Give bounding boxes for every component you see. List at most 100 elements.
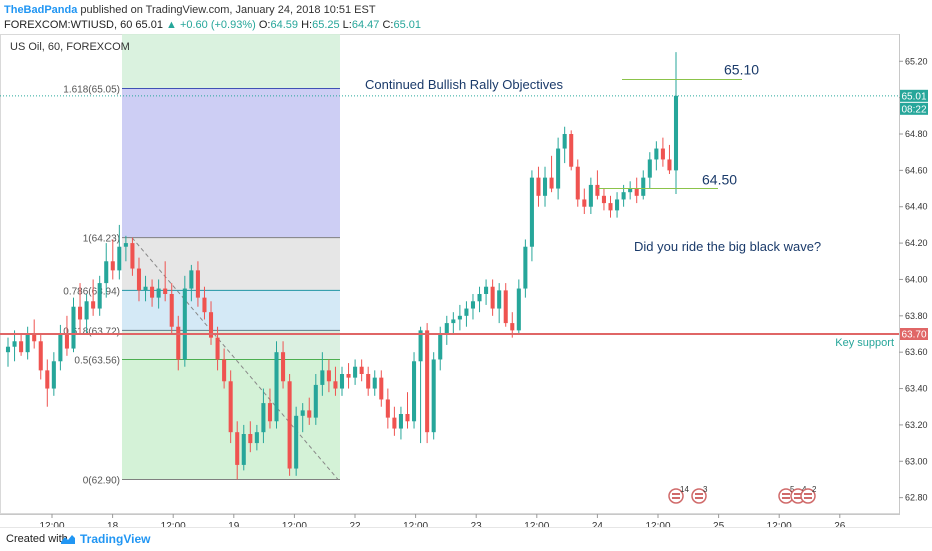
- price-tag-bg: [900, 89, 928, 102]
- flag-stripe-icon: [672, 497, 680, 499]
- candle-body: [575, 166, 580, 200]
- candle-body: [549, 177, 554, 189]
- event-count-label: 3: [703, 485, 708, 494]
- price-tag-support: 63.70: [900, 328, 928, 341]
- candle-body: [130, 243, 135, 269]
- x-tick-label: 24: [592, 521, 604, 527]
- candle-body: [313, 384, 318, 418]
- fib-level-label: 0(62.90): [83, 475, 120, 486]
- candle-body: [104, 261, 109, 284]
- candle-body: [536, 177, 541, 196]
- candle-body: [353, 366, 358, 378]
- candle-body: [320, 370, 325, 385]
- candle-body: [372, 377, 377, 389]
- fib-level-label: 0.786(63.94): [63, 286, 120, 297]
- candle-body: [398, 414, 403, 429]
- candle-body: [654, 148, 659, 160]
- fib-trend-line[interactable]: [131, 237, 339, 480]
- event-count-label: 5: [790, 485, 795, 494]
- fib-zones: [122, 34, 340, 480]
- y-tick-label: 63.00: [905, 456, 928, 466]
- candle-body: [569, 134, 574, 167]
- candle-body: [32, 334, 37, 342]
- candle-body: [444, 323, 449, 334]
- x-tick-label: 12:00: [282, 521, 307, 527]
- high-value: 65.25: [312, 19, 340, 31]
- candle-body: [431, 359, 436, 433]
- flag-stripe-icon: [794, 493, 802, 495]
- candle-body: [294, 415, 299, 469]
- open-label: O:: [258, 19, 271, 31]
- x-axis[interactable]: 12:00 18 12:00 19 12:00 22 12:00 23 12:00 24 12:00…: [39, 514, 846, 527]
- candle-body: [123, 243, 128, 247]
- candle-body: [405, 414, 410, 422]
- event-count-label: 2: [812, 485, 817, 494]
- fib-level-label: 1(64.23): [83, 234, 120, 245]
- tradingview-brand[interactable]: TradingView: [80, 532, 151, 546]
- candle-body: [267, 403, 272, 422]
- question-note: Did you ride the big black wave?: [634, 239, 821, 254]
- candle-body: [241, 434, 246, 465]
- flag-stripe-icon: [782, 497, 790, 499]
- candle-body: [425, 330, 430, 433]
- candle-body: [222, 359, 227, 382]
- x-tick-label: 25: [713, 521, 725, 527]
- x-tick-label: 26: [834, 521, 846, 527]
- event-marker-icon[interactable]: [668, 488, 684, 504]
- y-tick-label: 63.40: [905, 384, 928, 394]
- x-tick-label: 12:00: [161, 521, 186, 527]
- candle-body: [582, 199, 587, 207]
- flag-stripe-icon: [804, 493, 812, 495]
- y-tick-label: 63.60: [905, 347, 928, 357]
- flag-stripe-icon: [695, 497, 703, 499]
- candle-body: [484, 286, 489, 294]
- event-marker-icon[interactable]: [691, 488, 707, 504]
- candle-body: [366, 374, 371, 389]
- x-tick-label: 12:00: [524, 521, 549, 527]
- x-tick-label: 12:00: [39, 521, 64, 527]
- candle-body: [84, 301, 89, 320]
- last-price: 65.01: [135, 19, 163, 31]
- y-tick-label: 65.20: [905, 56, 928, 66]
- candle-body: [333, 381, 338, 389]
- price-change: +0.60 (+0.93%): [179, 19, 256, 31]
- candle-body: [503, 290, 508, 324]
- candle-body: [641, 177, 646, 196]
- candle-body: [281, 352, 286, 382]
- flag-stripe-icon: [794, 497, 802, 499]
- y-axis[interactable]: 65.2065.0064.8064.6064.4064.2064.0063.80…: [899, 56, 928, 503]
- publish-info: TheBadPanda published on TradingView.com…: [4, 4, 376, 16]
- event-markers[interactable]: 143542: [668, 485, 817, 504]
- event-marker-icon[interactable]: [800, 488, 816, 504]
- x-tick-label: 19: [228, 521, 240, 527]
- flag-stripe-icon: [782, 493, 790, 495]
- symbol-label: FOREXCOM:WTIUSD, 60: [4, 19, 133, 31]
- fib-levels: 1.618(65.05) 1(64.23) 0.786(63.94) 0.618(63…: [63, 85, 340, 486]
- ohlc-info: FOREXCOM:WTIUSD, 60 65.01 ▲ +0.60 (+0.93…: [4, 19, 421, 31]
- flag-stripe-icon: [804, 497, 812, 499]
- candle-body: [490, 286, 495, 309]
- candle-body: [608, 203, 613, 211]
- candle-body: [346, 374, 351, 378]
- candle-body: [91, 301, 96, 309]
- created-with-text: Created with: [6, 533, 68, 545]
- candle-body: [673, 95, 679, 171]
- candle-body: [143, 286, 148, 291]
- countdown-tag-text: 08:22: [901, 104, 926, 115]
- y-tick-label: 64.60: [905, 165, 928, 175]
- candle-body: [497, 290, 502, 309]
- candle-body: [418, 330, 423, 362]
- price-chart[interactable]: 1.618(65.05) 1(64.23) 0.786(63.94) 0.618(63…: [0, 34, 932, 527]
- candles: [5, 52, 679, 480]
- candle-body: [634, 188, 639, 196]
- close-label: C:: [382, 19, 394, 31]
- fib-level-label: 0.5(63.56): [74, 355, 120, 366]
- fib-zone-top: [122, 34, 340, 89]
- candle-body: [628, 188, 633, 193]
- author-name[interactable]: TheBadPanda: [4, 4, 78, 16]
- candle-body: [156, 288, 161, 298]
- candle-body: [195, 270, 200, 298]
- footer: Created with TradingView: [0, 527, 932, 551]
- candle-body: [451, 319, 456, 324]
- price-tag-current: 65.01 08:22: [900, 89, 928, 115]
